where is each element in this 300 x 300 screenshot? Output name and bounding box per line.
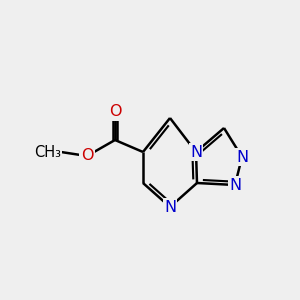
Text: N: N bbox=[236, 149, 248, 164]
Text: CH₃: CH₃ bbox=[34, 145, 61, 160]
Text: O: O bbox=[109, 104, 121, 119]
Text: O: O bbox=[81, 148, 93, 164]
Text: N: N bbox=[164, 200, 176, 214]
Text: N: N bbox=[229, 178, 241, 193]
Text: N: N bbox=[190, 145, 202, 160]
